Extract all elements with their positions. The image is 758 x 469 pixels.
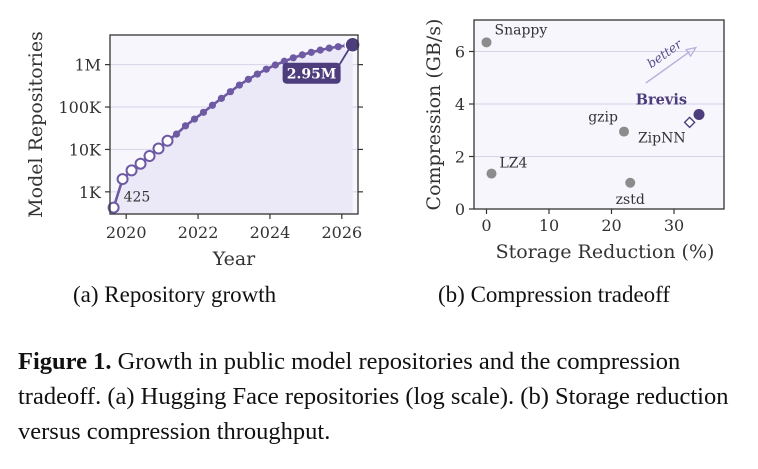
growth-point [307, 48, 315, 56]
growth-point [217, 94, 226, 102]
subcaption-a: (a) Repository growth [73, 282, 277, 307]
grid-b [474, 51, 724, 157]
point-lz4 [486, 168, 497, 179]
x-tick-label-b: 10 [539, 216, 559, 235]
x-tick-label-a: 2026 [321, 223, 362, 242]
growth-point [253, 70, 261, 78]
growth-point [125, 164, 138, 177]
point-snappy-label: Snappy [495, 22, 548, 38]
caption-text: Growth in public model repositories and … [18, 348, 729, 445]
plot-frame-b [473, 19, 725, 210]
growth-point [289, 54, 297, 62]
annotations-a: 425 2.95M [124, 49, 350, 206]
figure-caption: Figure 1. Growth in public model reposit… [18, 344, 748, 449]
growth-point [161, 134, 174, 147]
y-axis-label-b: Compression (GB/s) [423, 19, 445, 211]
point-zstd [625, 177, 636, 188]
point-gzip [619, 126, 629, 137]
point-lz4-label: LZ4 [500, 156, 528, 172]
caption-lead: Figure 1. [18, 348, 112, 375]
x-tick-label-a: 2024 [250, 223, 291, 242]
annotation-start-value: 425 [124, 190, 151, 206]
growth-point [262, 65, 270, 73]
x-tick-label-a: 2022 [178, 223, 219, 242]
growth-points [107, 36, 361, 214]
growth-point [334, 43, 342, 51]
x-tick-label-b: 20 [601, 216, 621, 235]
x-axis-label-b: Storage Reduction (%) [496, 241, 715, 263]
point-zipnn [683, 116, 696, 129]
growth-point [152, 142, 165, 155]
growth-area-fill [113, 44, 353, 215]
point-gzip-label: gzip [588, 110, 618, 126]
growth-point [271, 61, 279, 69]
point-zstd-label: zstd [616, 192, 645, 208]
growth-point-latest [344, 36, 361, 53]
y-tick-label-a: 1K [79, 183, 102, 202]
growth-point [199, 108, 208, 116]
x-axis-label-a: Year [212, 248, 256, 270]
y-tick-label-b: 0 [455, 200, 465, 219]
x-tick-label-b: 30 [664, 216, 684, 235]
scatter-points: Snappy LZ4 gzip zstd ZipNN Brevis [481, 22, 705, 208]
growth-point [134, 157, 147, 170]
repository-growth-chart: 1K 10K 100K 1M 2020 2022 2024 2026 425 2.95M Yea… [25, 31, 363, 270]
point-snappy [481, 37, 492, 48]
annotation-badge [282, 62, 341, 84]
growth-point [172, 130, 181, 138]
growth-point [298, 51, 306, 59]
growth-point [181, 122, 190, 130]
y-tick-label-b: 6 [455, 43, 465, 62]
y-tick-label-a: 10K [69, 140, 102, 159]
ticks-b: 0 2 4 6 0 10 20 30 [455, 43, 684, 236]
better-arrow-shaft [645, 50, 691, 84]
subcaption-b: (b) Compression tradeoff [438, 282, 671, 307]
x-tick-label-a: 2020 [106, 223, 147, 242]
point-brevis-label: Brevis [636, 92, 687, 109]
plot-frame-a [109, 34, 359, 215]
growth-point [226, 88, 235, 96]
growth-point [116, 173, 129, 186]
growth-point [316, 46, 324, 54]
point-zipnn-label: ZipNN [638, 130, 686, 146]
growth-point [244, 75, 252, 83]
annotation-end-value: 2.95M [287, 67, 337, 83]
growth-point [143, 149, 156, 162]
y-tick-label-a: 1M [74, 56, 101, 75]
better-arrow-head [685, 46, 698, 58]
growth-point [325, 44, 333, 52]
growth-point [235, 81, 243, 89]
growth-point [190, 115, 199, 123]
x-tick-label-b: 0 [481, 216, 491, 235]
y-tick-label-a: 100K [59, 98, 103, 117]
growth-point [208, 101, 217, 109]
y-tick-label-b: 2 [455, 148, 465, 167]
growth-point [107, 201, 120, 214]
y-tick-label-b: 4 [455, 95, 465, 114]
ticks-a: 1K 10K 100K 1M 2020 2022 2024 2026 [59, 56, 363, 242]
y-axis-label-a: Model Repositories [25, 31, 47, 218]
point-brevis [693, 109, 705, 120]
